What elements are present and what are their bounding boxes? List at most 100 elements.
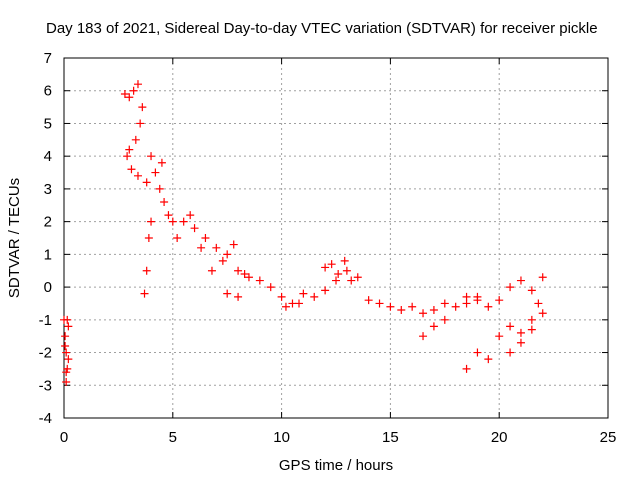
y-tick-label: 4 — [44, 148, 52, 165]
data-point — [133, 80, 142, 89]
data-point — [527, 286, 536, 295]
data-point — [140, 289, 149, 298]
data-point — [157, 158, 166, 167]
data-point — [64, 322, 73, 331]
data-point — [173, 234, 182, 242]
data-point — [353, 273, 362, 282]
data-point — [151, 168, 160, 177]
data-point — [212, 243, 221, 252]
y-tick-label: 6 — [44, 83, 52, 100]
data-point — [223, 289, 232, 298]
data-point — [62, 348, 71, 357]
y-tick-label: 7 — [44, 50, 52, 67]
data-point — [61, 342, 70, 350]
y-tick-label: 1 — [44, 246, 52, 263]
y-axis-label: SDTVAR / TECUs — [6, 178, 23, 298]
data-point — [218, 256, 227, 265]
data-point — [229, 240, 238, 249]
x-tick-label: 0 — [60, 429, 68, 446]
data-point — [484, 302, 493, 311]
data-point — [538, 273, 547, 282]
data-point — [120, 90, 129, 98]
data-point — [340, 256, 349, 265]
data-point — [142, 178, 151, 187]
data-point — [147, 152, 156, 161]
data-point — [516, 338, 525, 347]
data-point — [277, 292, 286, 301]
data-point — [240, 270, 249, 278]
data-point — [63, 364, 72, 373]
data-point — [190, 224, 199, 233]
y-tick-label: -4 — [39, 410, 52, 427]
y-tick-label: -3 — [39, 377, 52, 394]
x-axis-label: GPS time / hours — [279, 457, 393, 474]
data-point — [125, 93, 134, 102]
y-tick-label: 2 — [44, 214, 52, 231]
data-point — [429, 322, 438, 331]
data-point — [136, 119, 145, 128]
data-point — [347, 276, 356, 285]
data-point — [327, 260, 336, 269]
data-point — [364, 296, 373, 305]
data-point — [462, 364, 471, 373]
data-point — [234, 266, 243, 275]
y-tick-label: 0 — [44, 279, 52, 296]
data-point — [516, 276, 525, 285]
data-point — [451, 302, 460, 311]
data-point — [160, 198, 169, 206]
data-point — [186, 211, 195, 220]
data-point — [138, 103, 147, 112]
data-point — [255, 276, 264, 285]
axis-ticks: 0 5 10 15 20 25 -4 -3 -2 -1 0 1 2 3 4 5 6 7 — [39, 50, 617, 446]
data-point — [179, 217, 188, 226]
data-point — [321, 286, 330, 295]
data-point — [397, 306, 406, 314]
y-tick-label: -2 — [39, 345, 52, 362]
data-point — [506, 348, 515, 357]
data-point — [375, 299, 384, 308]
data-point — [527, 315, 536, 324]
data-point — [386, 302, 395, 311]
data-point — [334, 270, 343, 278]
data-point — [168, 217, 177, 226]
data-point — [419, 332, 428, 341]
data-point — [234, 292, 243, 301]
data-point — [266, 283, 275, 292]
data-points — [60, 80, 547, 386]
data-point — [197, 243, 206, 252]
data-point — [164, 211, 173, 220]
data-point — [299, 289, 308, 298]
y-tick-label: 5 — [44, 115, 52, 132]
data-point — [534, 299, 543, 308]
data-point — [64, 355, 73, 364]
data-point — [495, 296, 504, 305]
data-point — [207, 266, 216, 275]
data-point — [332, 276, 340, 285]
data-point — [127, 165, 136, 174]
data-point — [155, 184, 164, 193]
chart-title: Day 183 of 2021, Sidereal Day-to-day VTE… — [46, 20, 598, 37]
data-point — [142, 266, 151, 275]
data-point — [129, 86, 138, 95]
data-point — [63, 315, 72, 324]
data-point — [538, 309, 547, 318]
x-tick-label: 10 — [273, 429, 290, 446]
data-point — [62, 368, 71, 377]
data-point — [342, 266, 351, 275]
data-point — [516, 328, 525, 337]
data-point — [440, 299, 449, 308]
data-point — [473, 292, 482, 301]
x-tick-label: 5 — [169, 429, 177, 446]
data-point — [131, 135, 140, 144]
data-point — [462, 299, 471, 308]
plot-frame — [63, 57, 609, 419]
x-tick-label: 20 — [491, 429, 508, 446]
data-point — [144, 234, 153, 242]
data-point — [123, 152, 132, 161]
data-point — [133, 171, 142, 180]
data-point — [125, 145, 134, 154]
data-point — [321, 263, 330, 272]
data-point — [473, 348, 482, 357]
data-point — [295, 299, 304, 308]
